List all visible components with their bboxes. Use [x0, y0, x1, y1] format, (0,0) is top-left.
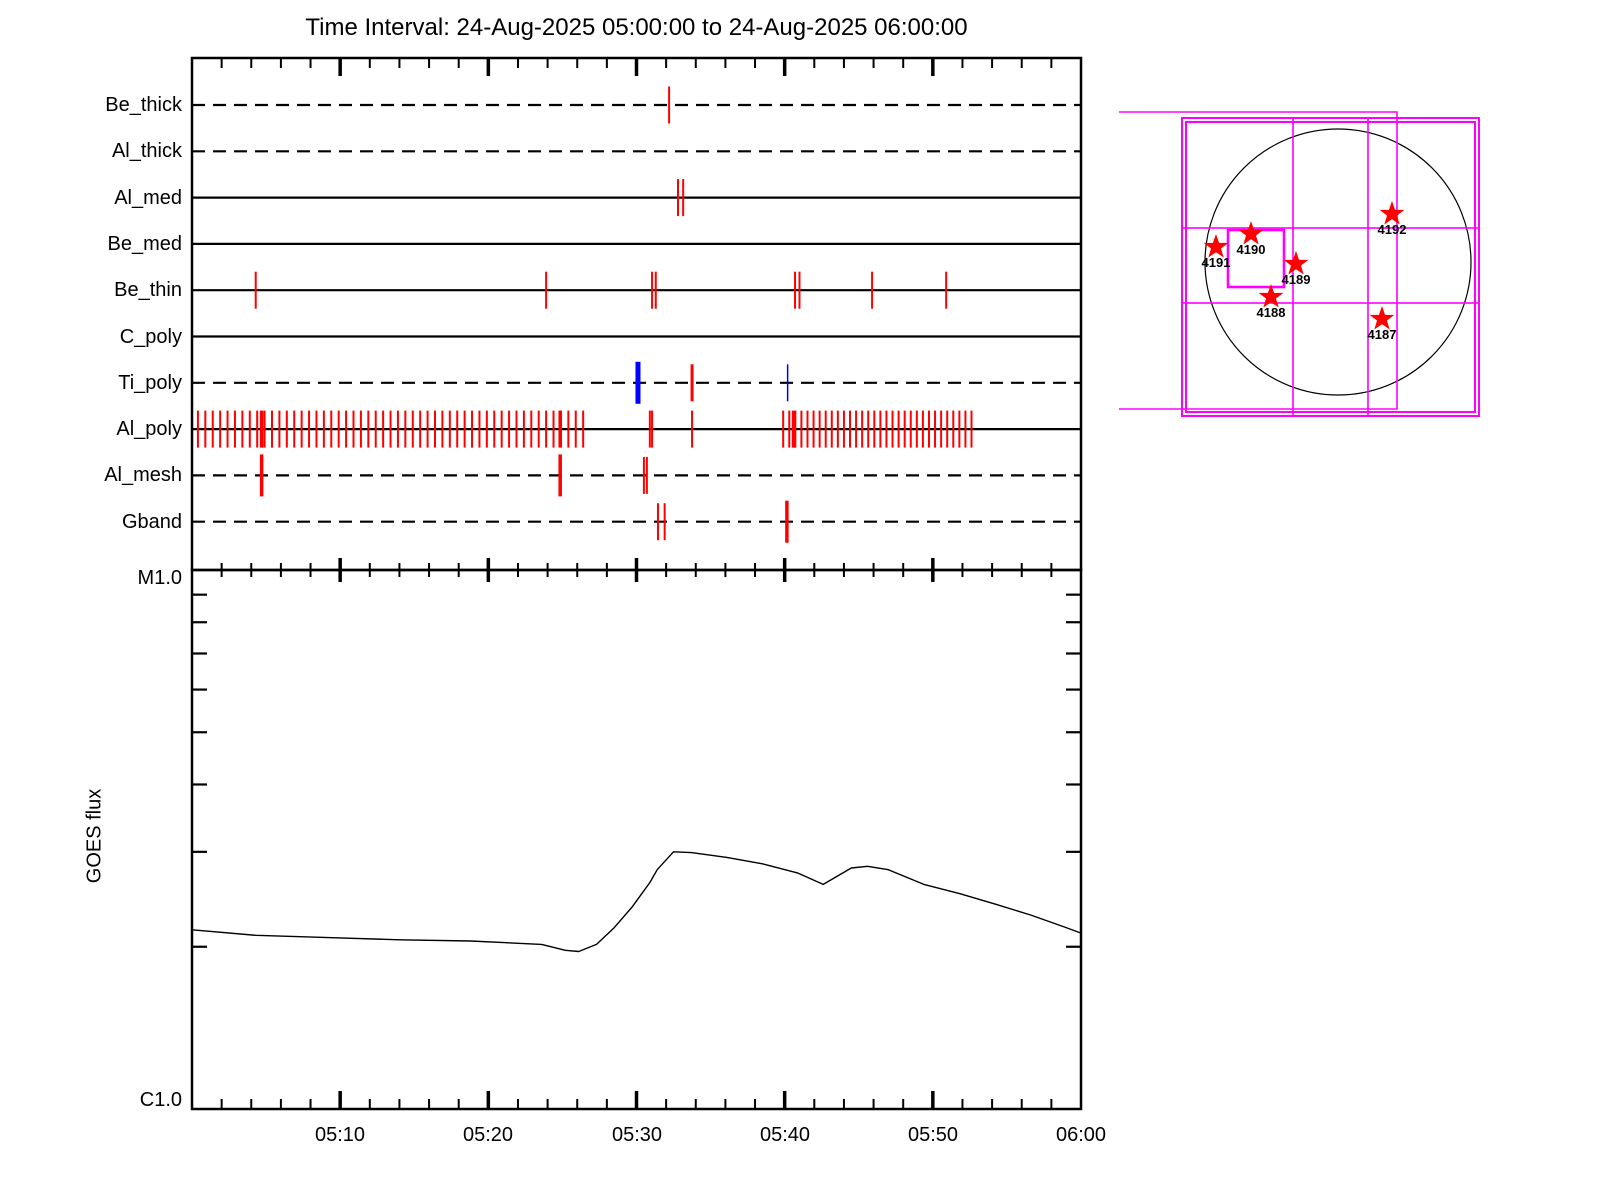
- filter-row-label-c-poly: C_poly: [119, 326, 182, 348]
- filter-row-Be_thick: [192, 86, 1081, 124]
- goes-ymin-label: C1.0: [139, 1089, 182, 1111]
- filter-row-Al_poly: [192, 410, 1081, 448]
- goes-panel-frame: [190, 568, 1083, 1111]
- ar-label-4188: 4188: [1256, 305, 1286, 320]
- filter-row-label-gband: Gband: [121, 511, 182, 533]
- goes-curve: [191, 851, 1082, 953]
- solar-disk: [1204, 128, 1472, 396]
- fov-rect-outer-fov-double-inner: [1185, 121, 1476, 413]
- fov-rect-vertical-band-fov: [1292, 117, 1369, 417]
- filter-row-label-ti-poly: Ti_poly: [118, 372, 182, 394]
- filter-row-label-al-mesh: Al_mesh: [104, 464, 182, 486]
- x-tick-label-0520: 05:20: [462, 1124, 514, 1146]
- filter-row-label-al-med: Al_med: [114, 187, 182, 209]
- solar-map-panel: [1119, 111, 1480, 417]
- filter-row-label-al-thick: Al_thick: [111, 140, 182, 162]
- fov-rect-wide-clipped-fov: [1119, 111, 1398, 410]
- ar-star-4190: [1238, 220, 1264, 245]
- filter-row-label-be-thick: Be_thick: [105, 94, 182, 116]
- page-title: Time Interval: 24-Aug-2025 05:00:00 to 2…: [305, 14, 968, 41]
- ar-label-4187: 4187: [1367, 327, 1397, 342]
- ar-label-4190: 4190: [1236, 242, 1266, 257]
- filter-row-Al_mesh: [192, 454, 1081, 497]
- goes-axis-title: GOES flux: [83, 788, 106, 884]
- filter-row-label-al-poly: Al_poly: [116, 418, 182, 440]
- fov-rect-horizontal-band-fov: [1181, 227, 1480, 304]
- x-tick-label-0550: 05:50: [907, 1124, 959, 1146]
- ar-label-4191: 4191: [1201, 255, 1231, 270]
- ar-star-4187: [1369, 305, 1395, 330]
- ar-star-4189: [1283, 250, 1309, 275]
- ar-label-4192: 4192: [1377, 222, 1407, 237]
- filter-row-label-be-med: Be_med: [107, 233, 183, 255]
- x-tick-label-0510: 05:10: [314, 1124, 366, 1146]
- goes-ymax-label: M1.0: [137, 567, 182, 589]
- x-tick-label-0540: 05:40: [759, 1124, 811, 1146]
- ar-star-4188: [1258, 283, 1284, 308]
- filter-row-Al_med: [192, 179, 1081, 217]
- flux-axis-ticks: [193, 593, 1080, 948]
- goes-flux-panel: [190, 568, 1083, 1111]
- filter-row-Be_thin: [192, 271, 1081, 309]
- x-tick-label-0600: 06:00: [1055, 1124, 1107, 1146]
- ar-star-4192: [1379, 200, 1405, 225]
- filter-row-label-be-thin: Be_thin: [114, 279, 182, 301]
- x-tick-label-0530: 05:30: [611, 1124, 663, 1146]
- ar-label-4189: 4189: [1281, 272, 1311, 287]
- filter-timeline-panel: [190, 56, 1083, 572]
- filter-panel-frame: [190, 56, 1083, 572]
- ar-star-4191: [1203, 233, 1229, 258]
- time-axis-ticks: [220, 59, 1053, 1108]
- filter-row-Ti_poly: [192, 361, 1081, 404]
- filter-row-Gband: [192, 500, 1081, 543]
